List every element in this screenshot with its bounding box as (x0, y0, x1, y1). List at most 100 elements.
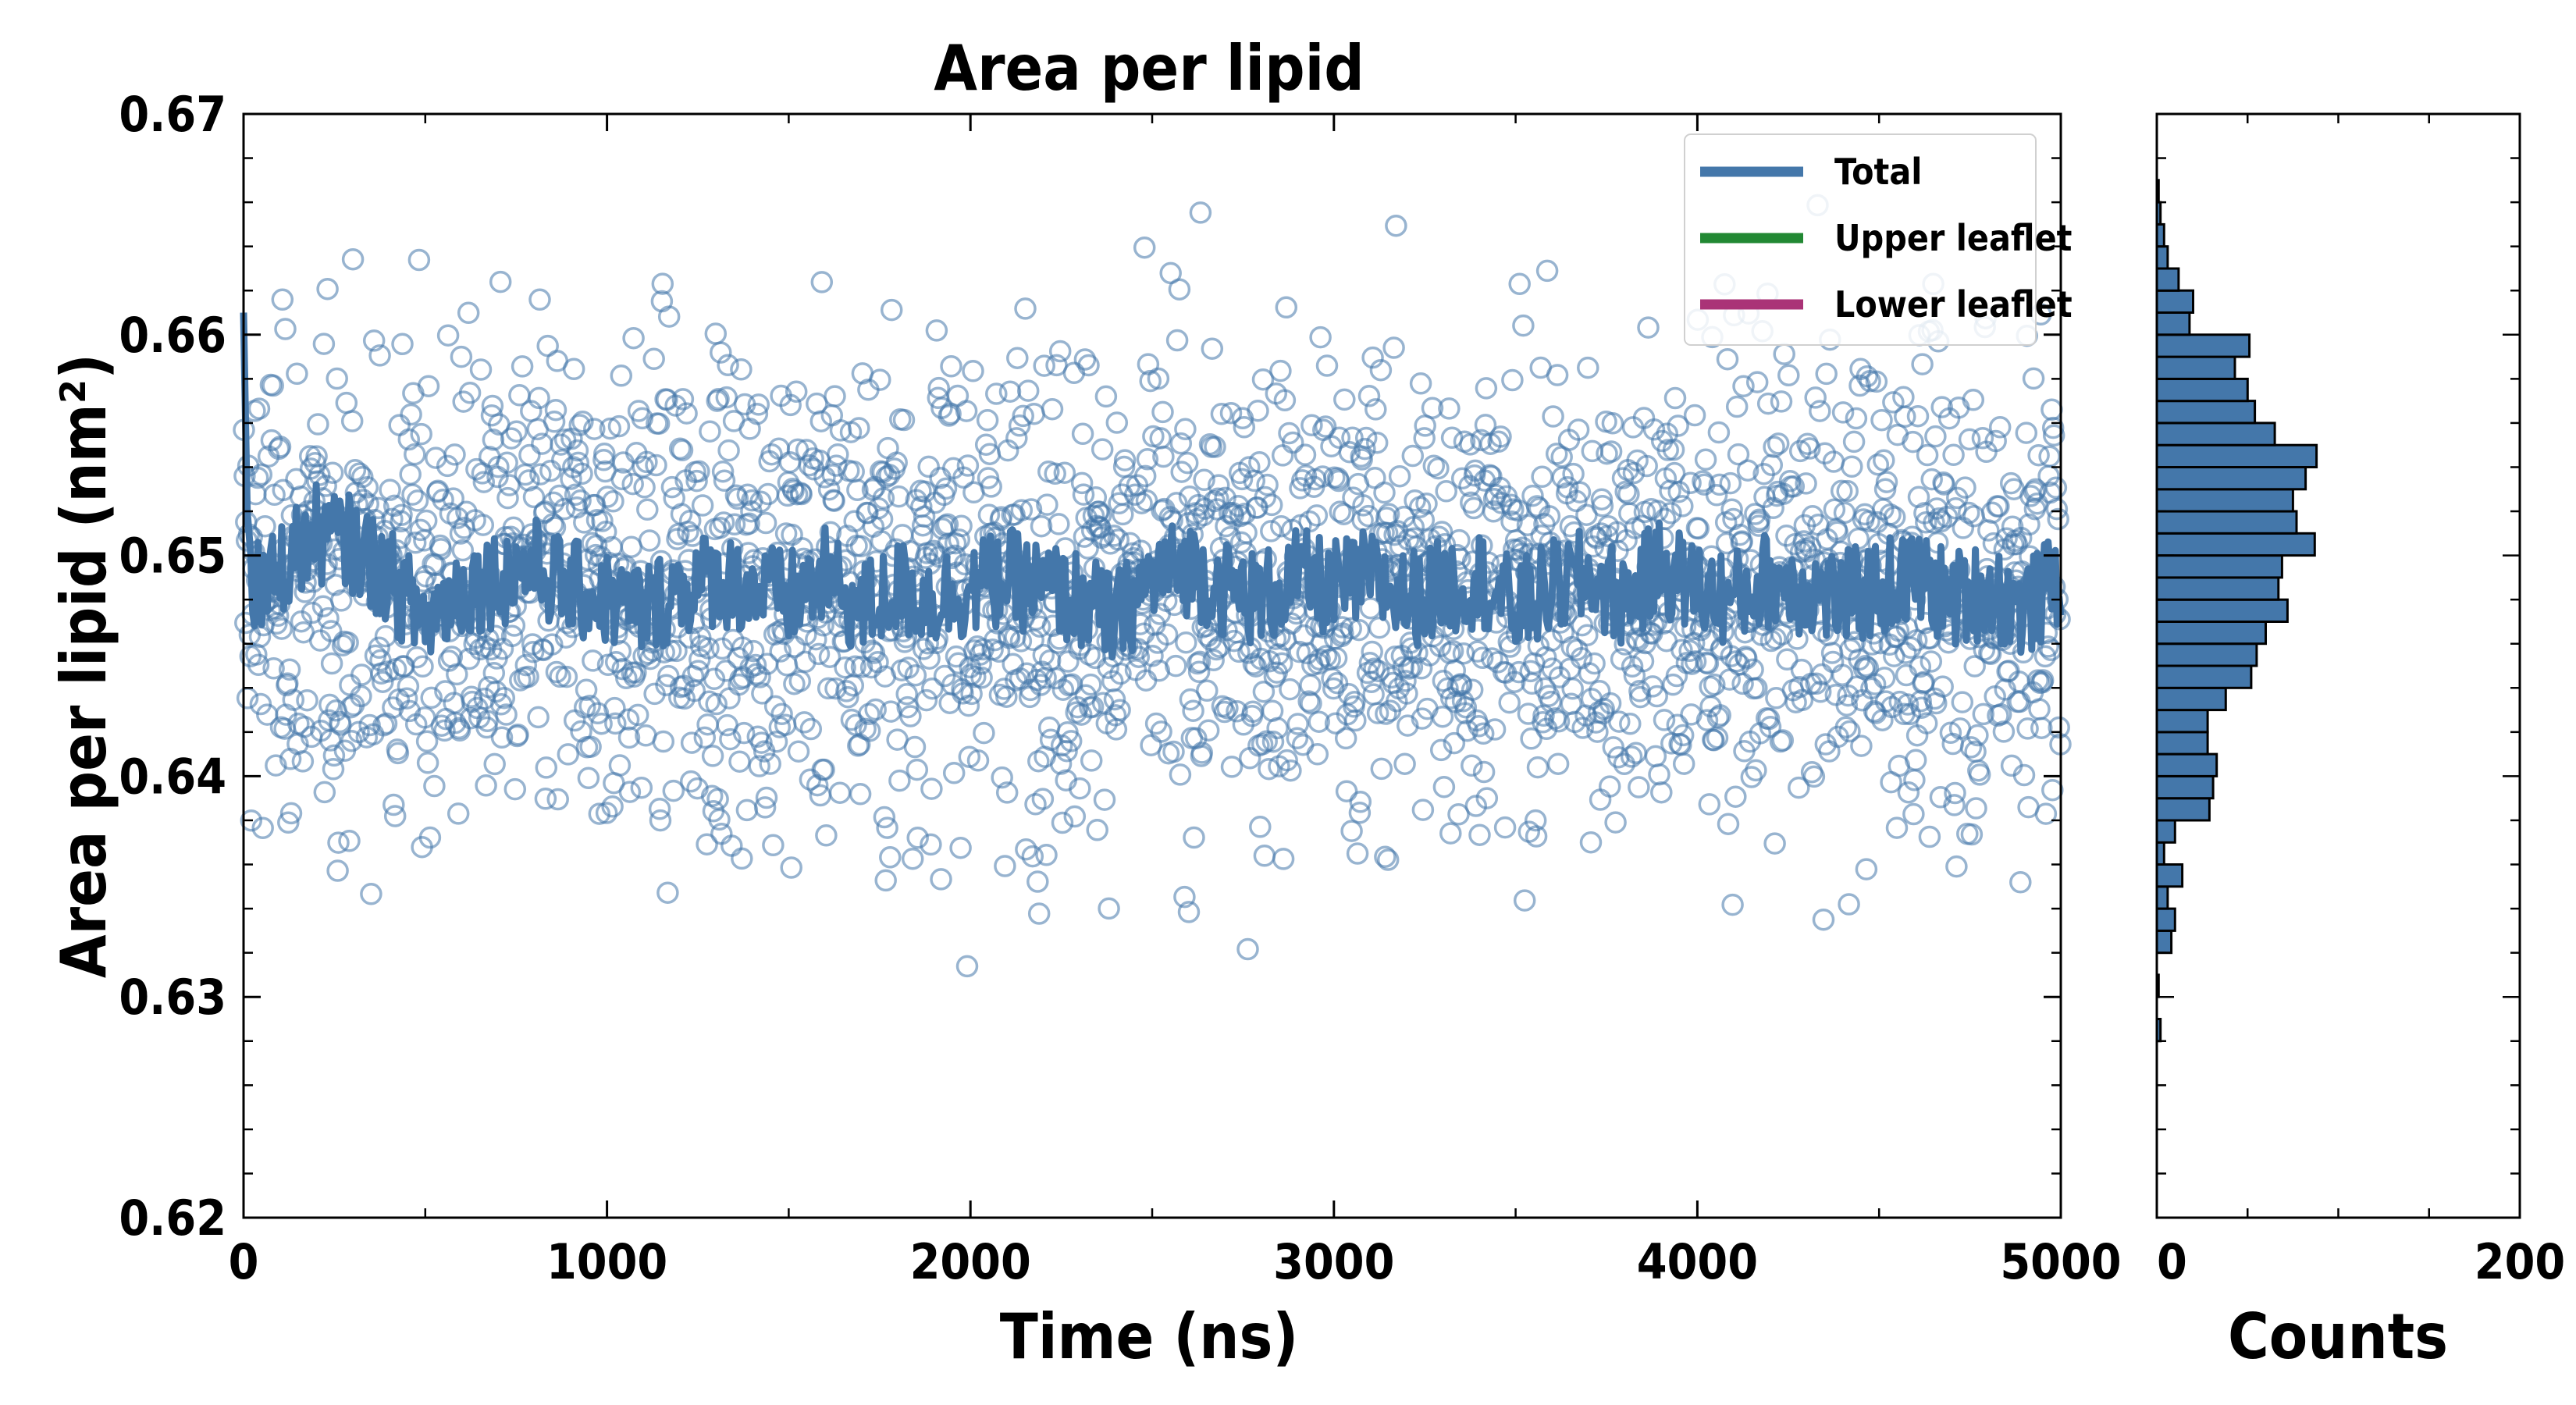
scatter-point (1308, 710, 1330, 733)
scatter-point (985, 382, 1008, 405)
scatter-point (788, 670, 812, 692)
scatter-point (1012, 404, 1034, 428)
scatter-point (2044, 476, 2068, 500)
scatter-point (819, 521, 842, 544)
scatter-point (1642, 418, 1666, 441)
scatter-point (885, 451, 908, 474)
scatter-point (1334, 727, 1357, 750)
scatter-point (1030, 514, 1053, 538)
legend-label: Upper leaflet (1834, 217, 2072, 259)
scatter-point (1005, 427, 1028, 450)
scatter-point (726, 487, 749, 510)
scatter-point (1202, 649, 1225, 672)
scatter-point (1909, 655, 1932, 678)
scatter-point (500, 624, 524, 648)
scatter-point (1432, 775, 1456, 799)
scatter-point (1767, 432, 1790, 455)
scatter-point (1097, 656, 1119, 679)
scatter-point (541, 633, 564, 656)
scatter-point (1026, 870, 1049, 893)
scatter-point (1187, 660, 1211, 684)
scatter-point (1421, 397, 1444, 419)
scatter-point (873, 806, 896, 829)
y-axis-title: Area per lipid (nm²) (48, 354, 120, 978)
scatter-point (1653, 507, 1677, 531)
scatter-point (856, 502, 879, 525)
scatter-point (548, 484, 571, 507)
scatter-point (1090, 503, 1112, 526)
scatter-point (1080, 673, 1102, 696)
scatter-point (1716, 347, 1739, 371)
scatter-point (731, 847, 753, 870)
scatter-point (858, 702, 881, 726)
scatter-point (1036, 493, 1059, 516)
scatter-point (1350, 448, 1373, 471)
scatter-point (1197, 719, 1220, 742)
scatter-point (1954, 476, 1976, 499)
scatter-point (1520, 727, 1542, 750)
scatter-point (747, 393, 770, 416)
scatter-point (368, 344, 391, 367)
scatter-point (917, 455, 940, 478)
scatter-point (1104, 704, 1127, 727)
scatter-point (1286, 713, 1309, 735)
scatter-point (1959, 736, 1983, 759)
scatter-point (1063, 805, 1087, 828)
scatter-point (1933, 473, 1955, 496)
scatter-point (1944, 497, 1967, 520)
scatter-point (1400, 656, 1424, 679)
scatter-point (1321, 667, 1343, 690)
scatter-point (291, 750, 315, 773)
scatter-point (1193, 468, 1215, 492)
scatter-point (350, 663, 373, 686)
scatter-point (1365, 431, 1389, 454)
scatter-point (1988, 416, 2012, 439)
scatter-point (1516, 514, 1539, 536)
histogram-bar (2155, 532, 2316, 557)
scatter-point (1133, 236, 1156, 259)
scatter-point (1360, 670, 1383, 694)
scatter-point (436, 324, 460, 347)
scatter-point (1126, 638, 1150, 660)
scatter-point (1108, 699, 1131, 721)
histogram-bar (2155, 267, 2180, 292)
y-tick-label: 0.67 (119, 86, 226, 143)
scatter-point (1233, 416, 1256, 439)
scatter-point (635, 450, 658, 474)
scatter-point (2041, 398, 2063, 422)
scatter-point (1561, 678, 1584, 700)
hist-x-tick-label: 200 (2475, 1233, 2565, 1290)
main-plot: 0 1000 2000 3000 4000 5000 0.62 0.63 0.64 0.65 0.6… (119, 86, 2121, 1290)
legend-box (1684, 133, 2037, 346)
scatter-point (469, 358, 493, 381)
scatter-point (489, 270, 512, 293)
scatter-point (1583, 652, 1606, 675)
scatter-point (610, 365, 633, 387)
scatter-point (1155, 623, 1179, 646)
scatter-point (400, 403, 422, 426)
scatter-point (1340, 617, 1362, 640)
y-tick-label: 0.66 (119, 307, 226, 364)
scatter-point (541, 513, 564, 535)
scatter-point (319, 620, 343, 642)
scatter-point (1258, 757, 1280, 781)
scatter-point (1266, 717, 1289, 740)
scatter-point (313, 781, 336, 804)
scatter-point (1293, 443, 1317, 466)
scatter-point (895, 682, 918, 706)
scatter-point (1652, 612, 1675, 635)
scatter-point (1027, 749, 1050, 773)
scatter-point (957, 694, 980, 717)
histogram-plot: 0 200 (2155, 112, 2565, 1290)
scatter-point (872, 487, 895, 510)
scatter-point (1253, 845, 1276, 867)
scatter-point (1968, 763, 1991, 786)
scatter-point (446, 663, 468, 686)
scatter-point (1568, 481, 1592, 503)
scatter-point (1059, 730, 1083, 752)
scatter-point (514, 653, 538, 677)
scatter-point (282, 688, 305, 711)
scatter-point (1815, 362, 1838, 386)
histogram-bar (2155, 819, 2176, 844)
scatter-point (1033, 354, 1055, 377)
